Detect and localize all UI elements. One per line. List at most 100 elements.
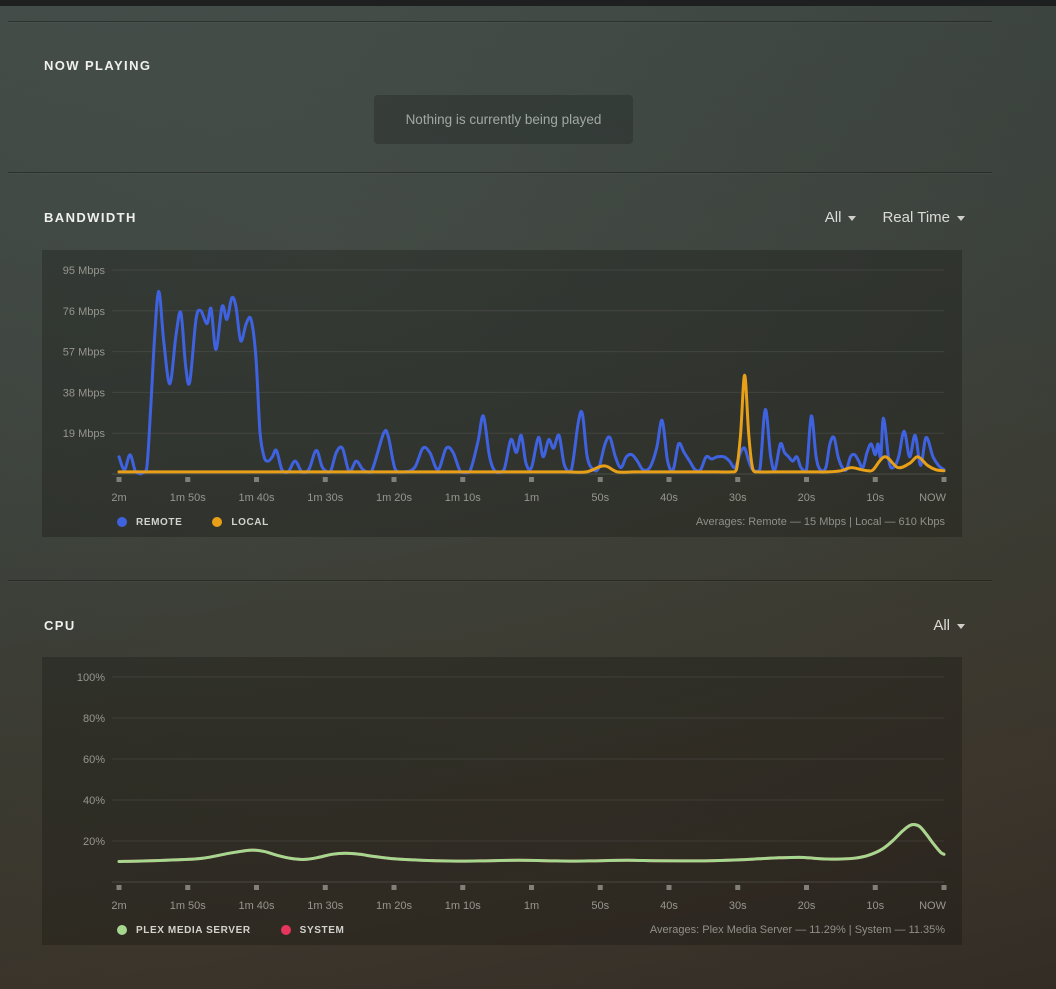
cpu-legend: PLEX MEDIA SERVER SYSTEM Averages: Plex Me… bbox=[117, 923, 945, 937]
legend-item-system: SYSTEM bbox=[280, 924, 345, 936]
y-axis-label: 57 Mbps bbox=[63, 347, 106, 359]
bandwidth-averages-text: Averages: Remote — 15 Mbps | Local — 610… bbox=[695, 516, 945, 528]
bandwidth-filter-source-dropdown[interactable]: All bbox=[825, 209, 857, 226]
now-playing-title: NOW PLAYING bbox=[44, 58, 152, 73]
series-line-plex-media-server bbox=[117, 823, 946, 863]
x-axis-tick bbox=[735, 885, 741, 890]
x-axis-tick bbox=[804, 477, 809, 482]
y-axis-label: 19 Mbps bbox=[63, 428, 106, 440]
x-axis-label: 1m bbox=[524, 900, 539, 912]
series-line-local bbox=[117, 373, 946, 474]
now-playing-empty-message: Nothing is currently being played bbox=[405, 112, 602, 127]
x-axis-label: 40s bbox=[660, 492, 678, 504]
top-bar bbox=[0, 0, 1056, 6]
x-axis-label: 30s bbox=[729, 492, 747, 504]
legend-item-local: LOCAL bbox=[212, 517, 268, 528]
x-axis-label: 1m 50s bbox=[170, 900, 207, 912]
x-axis-tick bbox=[116, 885, 122, 890]
y-axis-label: 76 Mbps bbox=[63, 306, 106, 318]
bandwidth-filter-source-label: All bbox=[824, 209, 842, 226]
cpu-chart-panel: 100% 80% 60% 40% 20% 2m 1m 50s 1m 40s 1m 30s 1m 2… bbox=[42, 657, 962, 945]
x-axis-tick bbox=[185, 477, 191, 482]
cpu-filter-source-dropdown[interactable]: All bbox=[933, 617, 965, 634]
x-axis-label: 1m 30s bbox=[307, 492, 344, 504]
x-axis-label: 1m 20s bbox=[376, 900, 413, 912]
x-axis-label: 20s bbox=[798, 900, 816, 912]
x-axis-tick bbox=[529, 885, 534, 890]
x-axis-tick bbox=[941, 477, 947, 482]
x-axis-tick bbox=[322, 477, 328, 482]
y-axis-label: 80% bbox=[83, 713, 105, 725]
cpu-averages-text: Averages: Plex Media Server — 11.29% | S… bbox=[649, 924, 945, 936]
x-axis-label: 1m 50s bbox=[170, 492, 207, 504]
x-axis-tick bbox=[735, 477, 741, 482]
y-axis-label: 60% bbox=[83, 754, 105, 766]
x-axis-label: 2m bbox=[111, 900, 126, 912]
x-axis-label: 30s bbox=[729, 900, 747, 912]
bandwidth-filter-timeframe-dropdown[interactable]: Real Time bbox=[882, 209, 965, 226]
legend-label: REMOTE bbox=[136, 516, 183, 528]
legend-dot bbox=[117, 925, 127, 935]
x-axis-label: 1m 10s bbox=[445, 900, 482, 912]
bandwidth-title: BANDWIDTH bbox=[44, 210, 137, 225]
y-axis-label: 95 Mbps bbox=[63, 265, 106, 277]
x-axis-label: 20s bbox=[798, 492, 816, 504]
x-axis-tick bbox=[597, 477, 603, 482]
x-axis-tick bbox=[460, 885, 466, 890]
chevron-down-icon bbox=[957, 624, 965, 629]
legend-label: SYSTEM bbox=[299, 924, 345, 936]
x-axis-label: 1m 40s bbox=[238, 492, 275, 504]
x-axis-label: 50s bbox=[591, 900, 609, 912]
x-axis-label: 10s bbox=[866, 900, 884, 912]
x-axis-label: 2m bbox=[111, 492, 126, 504]
cpu-title: CPU bbox=[44, 618, 76, 633]
x-axis-label: NOW bbox=[919, 492, 947, 504]
x-axis-label: 1m 10s bbox=[445, 492, 482, 504]
x-axis-tick bbox=[529, 477, 534, 482]
legend-dot bbox=[280, 925, 291, 935]
legend-label: LOCAL bbox=[231, 516, 269, 528]
x-axis-label: 1m bbox=[524, 492, 539, 504]
x-axis-label: NOW bbox=[919, 900, 947, 912]
x-axis-tick bbox=[666, 885, 672, 890]
x-axis-label: 50s bbox=[591, 492, 609, 504]
bandwidth-chart: 95 Mbps 76 Mbps 57 Mbps 38 Mbps 19 Mbps 2m 1m … bbox=[63, 265, 947, 504]
legend-label: PLEX MEDIA SERVER bbox=[136, 924, 251, 936]
section-divider bbox=[8, 172, 992, 174]
x-axis-tick bbox=[597, 885, 603, 890]
x-axis-tick bbox=[254, 477, 259, 482]
x-axis-tick bbox=[460, 477, 466, 482]
bandwidth-filter-timeframe-label: Real Time bbox=[882, 209, 950, 226]
x-axis-label: 40s bbox=[660, 900, 678, 912]
x-axis-label: 1m 30s bbox=[307, 900, 344, 912]
now-playing-empty-state: Nothing is currently being played bbox=[374, 95, 633, 144]
x-axis-tick bbox=[185, 885, 191, 890]
chevron-down-icon bbox=[957, 216, 965, 221]
bandwidth-chart-panel: 95 Mbps 76 Mbps 57 Mbps 38 Mbps 19 Mbps 2m 1m … bbox=[42, 250, 962, 537]
legend-dot bbox=[117, 517, 127, 527]
y-axis-label: 38 Mbps bbox=[63, 387, 106, 399]
x-axis-tick bbox=[254, 885, 259, 890]
bandwidth-filters: All Real Time bbox=[825, 209, 965, 226]
chevron-down-icon bbox=[848, 216, 857, 221]
section-divider bbox=[8, 21, 992, 23]
cpu-filters: All bbox=[933, 617, 965, 634]
x-axis-tick bbox=[116, 477, 122, 482]
section-divider bbox=[8, 580, 992, 582]
cpu-chart: 100% 80% 60% 40% 20% 2m 1m 50s 1m 40s 1m 30s 1m 2… bbox=[77, 672, 947, 912]
y-axis-label: 40% bbox=[83, 795, 105, 807]
x-axis-tick bbox=[941, 885, 947, 890]
x-axis-label: 1m 40s bbox=[238, 900, 275, 912]
x-axis-tick bbox=[804, 885, 809, 890]
x-axis-tick bbox=[322, 885, 328, 890]
legend-dot bbox=[212, 517, 223, 527]
bandwidth-legend: REMOTE LOCAL Averages: Remote — 15 Mbps | … bbox=[117, 515, 945, 529]
x-axis-tick bbox=[872, 477, 878, 482]
legend-item-plex-media-server: PLEX MEDIA SERVER bbox=[117, 925, 251, 936]
x-axis-tick bbox=[666, 477, 672, 482]
legend-item-remote: REMOTE bbox=[117, 517, 182, 528]
cpu-filter-source-label: All bbox=[933, 617, 950, 634]
y-axis-label: 100% bbox=[77, 672, 105, 684]
x-axis-tick bbox=[391, 477, 397, 482]
x-axis-tick bbox=[391, 885, 397, 890]
